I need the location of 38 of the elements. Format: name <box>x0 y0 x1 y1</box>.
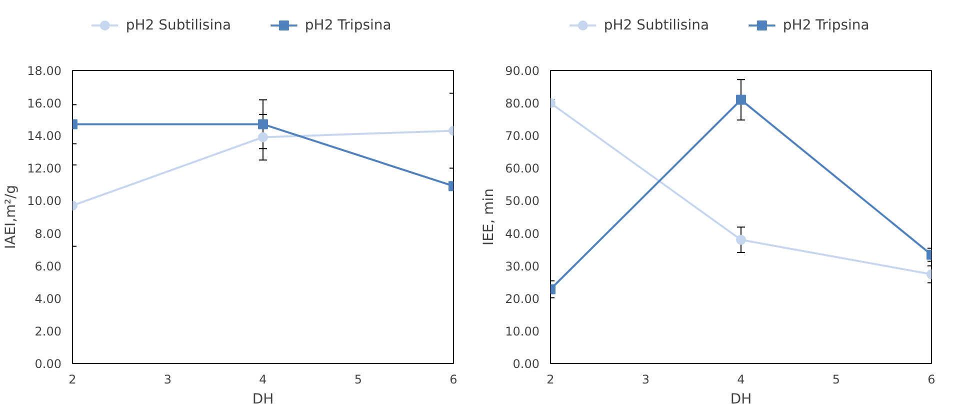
y-tick-label: 8.00 <box>34 226 62 241</box>
x-tick-label: 2 <box>68 372 76 386</box>
y-tick-label: 50.00 <box>505 194 540 208</box>
y-tick-label: 70.00 <box>505 129 540 144</box>
x-tick-label: 3 <box>642 372 650 386</box>
y-tick-label: 2.00 <box>34 324 62 338</box>
legend-label: pH2 Subtilisina <box>604 18 710 34</box>
y-tick-label: 6.00 <box>34 259 62 274</box>
y-tick-label: 40.00 <box>505 226 540 241</box>
x-tick-label: 5 <box>832 372 840 386</box>
x-tick-label: 4 <box>737 372 745 386</box>
y-axis-title: IEE, min <box>481 188 498 246</box>
y-tick-label: 30.00 <box>505 259 540 274</box>
x-tick-label: 4 <box>259 372 267 386</box>
y-tick-label: 20.00 <box>505 292 540 306</box>
x-tick-label: 2 <box>546 372 554 386</box>
y-tick-label: 0.00 <box>512 357 540 371</box>
legend-label: pH2 Tripsina <box>304 18 392 34</box>
y-tick-label: 12.00 <box>27 162 62 176</box>
y-tick-label: 4.00 <box>34 292 62 306</box>
legend-label: pH2 Subtilisina <box>126 18 232 34</box>
y-tick-label: 18.00 <box>27 64 62 78</box>
x-tick-label: 5 <box>354 372 362 386</box>
x-tick-label: 6 <box>928 372 936 386</box>
y-tick-label: 10.00 <box>505 324 540 338</box>
y-tick-label: 60.00 <box>505 162 540 176</box>
y-tick-label: 14.00 <box>27 129 62 144</box>
y-tick-label: 80.00 <box>505 96 540 111</box>
x-tick-label: 3 <box>164 372 172 386</box>
y-tick-label: 10.00 <box>27 194 62 208</box>
x-axis-title: DH <box>730 392 752 408</box>
y-axis-title: IAEI,m²/g <box>3 185 20 249</box>
y-tick-label: 16.00 <box>27 96 62 111</box>
y-tick-label: 0.00 <box>34 357 62 371</box>
x-tick-label: 6 <box>450 372 458 386</box>
legend-label: pH2 Tripsina <box>782 18 870 34</box>
x-axis-title: DH <box>252 392 274 408</box>
y-tick-label: 90.00 <box>505 64 540 78</box>
